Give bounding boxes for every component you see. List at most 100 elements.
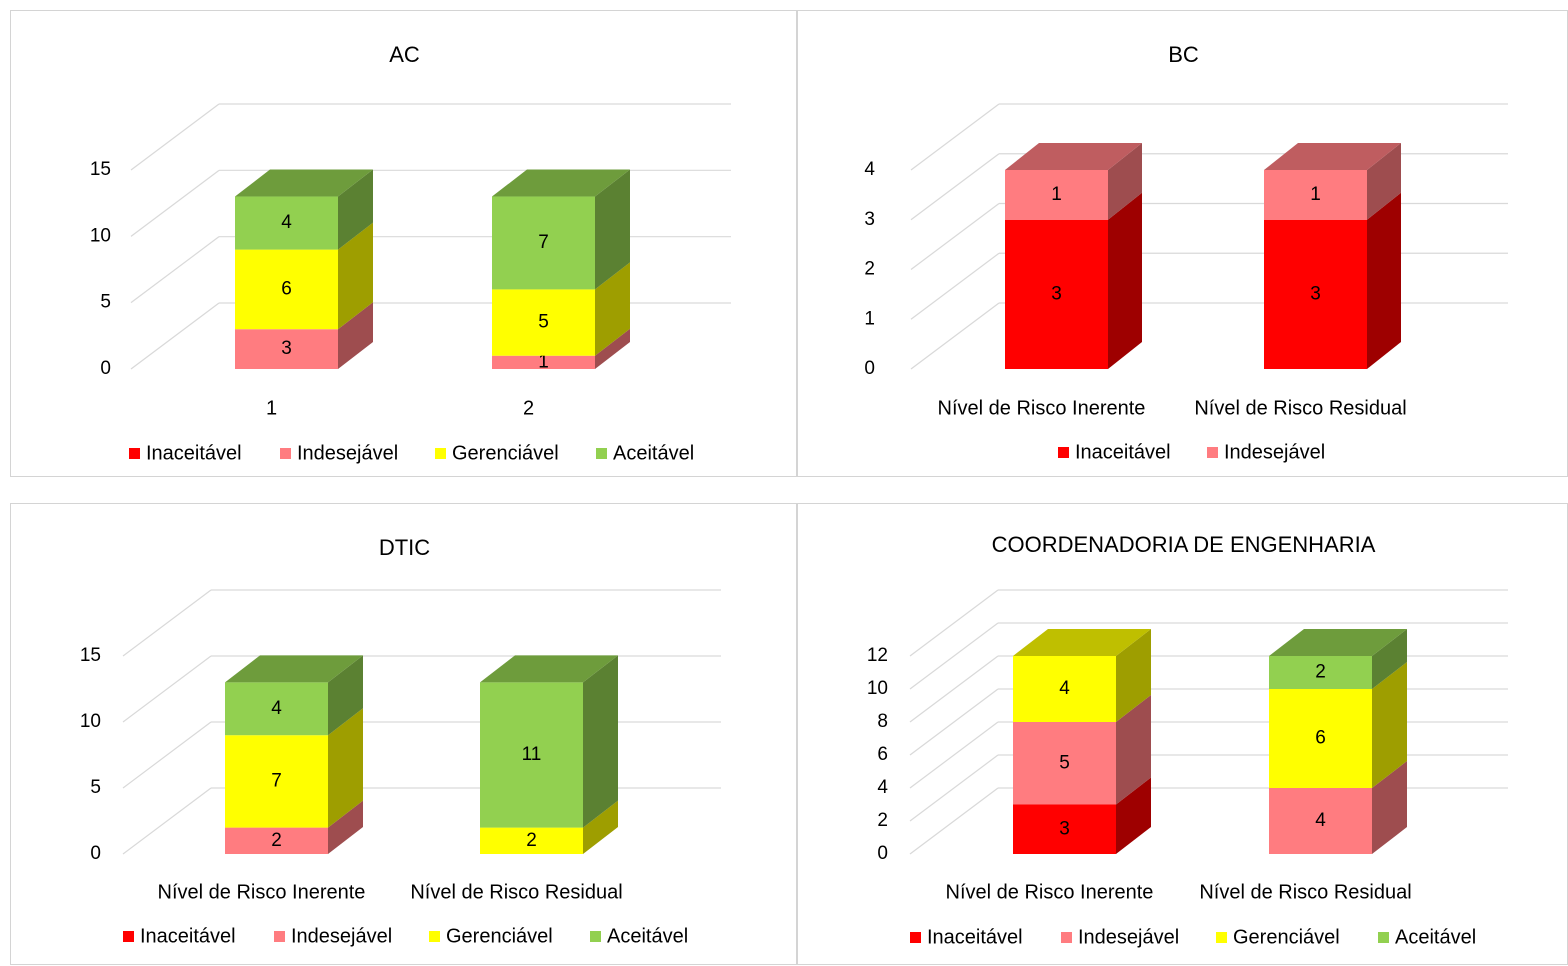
legend-label: Gerenciável <box>1233 926 1340 948</box>
bar-segment <box>480 827 583 854</box>
legend-item: Indesejável <box>1061 926 1179 948</box>
y-tick-label: 10 <box>90 225 111 246</box>
y-tick-label: 1 <box>864 308 875 329</box>
bar-segment-side <box>1108 143 1142 220</box>
legend-item: Gerenciável <box>429 925 553 947</box>
legend-swatch <box>123 931 134 942</box>
legend-swatch <box>274 931 285 942</box>
bar-stack: 1 5 7 <box>492 169 630 372</box>
legend-swatch <box>596 448 607 459</box>
legend-swatch <box>129 448 140 459</box>
data-label: 6 <box>1315 728 1326 749</box>
chart-panel-engenharia: COORDENADORIA DE ENGENHARIA 0 2 4 6 8 10 12 3 5 4 N… <box>797 503 1568 965</box>
x-tick-label: Nível de Risco Inerente <box>938 397 1146 419</box>
data-label: 4 <box>1315 810 1326 831</box>
legend-item: Aceitável <box>1378 926 1476 948</box>
gridline-side <box>122 721 212 789</box>
x-tick-label: Nível de Risco Residual <box>1199 881 1411 903</box>
gridline-side <box>909 787 999 855</box>
gridline-side <box>910 252 1000 320</box>
y-tick-label: 2 <box>864 259 875 280</box>
data-label: 7 <box>271 770 282 791</box>
data-label: 1 <box>1310 184 1321 205</box>
bar-segment <box>225 827 328 854</box>
data-label: 1 <box>538 351 549 372</box>
chart-svg: DTIC 0 5 10 15 2 7 4 Nível de Risco Inerente 2 11 N… <box>80 535 721 947</box>
legend-item: Aceitável <box>596 442 694 464</box>
legend-item: Inaceitável <box>910 926 1023 948</box>
data-label: 3 <box>1310 283 1321 304</box>
gridlines <box>130 103 731 370</box>
bar-segment <box>1269 656 1372 689</box>
legend-swatch <box>1378 932 1389 943</box>
legend-item: Inaceitável <box>1058 441 1171 463</box>
gridline-side <box>909 721 999 789</box>
legend-swatch <box>429 931 440 942</box>
bar-stack: 2 11 <box>480 655 618 854</box>
legend-label: Aceitável <box>1395 926 1476 948</box>
legend: Inaceitável Indesejável Gerenciável Aceitáv… <box>129 442 694 464</box>
legend-item: Indesejável <box>280 442 398 464</box>
data-label: 5 <box>1059 752 1070 773</box>
y-tick-label: 15 <box>80 645 101 666</box>
legend-swatch <box>1207 447 1218 458</box>
bar-segment-side <box>1108 192 1142 369</box>
legend-label: Inaceitável <box>146 442 242 464</box>
bar-segment <box>1269 788 1372 854</box>
legend-item: Gerenciável <box>435 442 559 464</box>
bar-segment <box>1013 656 1116 722</box>
data-label: 5 <box>538 312 549 333</box>
legend-item: Aceitável <box>590 925 688 947</box>
bar-stack: 31 <box>1264 143 1401 369</box>
legend-label: Inaceitável <box>927 926 1023 948</box>
data-label: 1 <box>1051 184 1062 205</box>
bar-segment <box>225 682 328 736</box>
y-tick-label: 4 <box>877 777 888 798</box>
legend-label: Inaceitável <box>1075 441 1171 463</box>
bar-segment-side <box>338 222 373 330</box>
y-tick-label: 15 <box>90 159 111 180</box>
data-label: 2 <box>271 830 282 851</box>
gridline-side <box>910 203 1000 270</box>
legend-label: Aceitável <box>607 925 688 947</box>
legend-label: Indesejável <box>291 925 392 947</box>
legend-label: Inaceitável <box>140 925 236 947</box>
bar-segment <box>1269 689 1372 788</box>
legend-swatch <box>1216 932 1227 943</box>
y-tick-label: 4 <box>864 159 875 180</box>
x-tick-label: Nível de Risco Residual <box>410 881 622 903</box>
data-label: 2 <box>526 830 537 851</box>
bar-segment-side <box>583 655 618 828</box>
gridlines <box>910 103 1508 370</box>
legend-swatch <box>1058 447 1069 458</box>
bar-segment-side <box>595 169 630 290</box>
legend-label: Indesejável <box>1224 441 1325 463</box>
gridline-side <box>130 302 220 370</box>
bar-segment <box>1005 170 1108 220</box>
bar-segment <box>235 249 338 330</box>
bar-segment <box>480 682 583 828</box>
bar-segment <box>492 196 595 290</box>
bar-segment-top <box>225 655 363 683</box>
gridline-side <box>910 302 1000 370</box>
legend: Inaceitável Indesejável Gerenciável Aceitáv… <box>910 926 1476 948</box>
bar-segment-top <box>1269 629 1407 656</box>
y-tick-label: 5 <box>90 777 101 798</box>
bar-segment <box>1264 170 1367 220</box>
data-label: 3 <box>281 338 292 359</box>
data-label: 4 <box>281 212 292 233</box>
bar-segment-top <box>1005 143 1142 170</box>
legend-label: Gerenciável <box>446 925 553 947</box>
data-label: 4 <box>1059 678 1070 699</box>
gridline-side <box>909 622 999 690</box>
y-tick-label: 0 <box>864 358 875 379</box>
gridline-side <box>910 153 1000 221</box>
y-tick-label: 0 <box>877 843 888 864</box>
x-tick-label: Nível de Risco Inerente <box>946 881 1154 903</box>
x-tick-label: Nível de Risco Residual <box>1194 397 1406 419</box>
gridline-side <box>130 103 220 171</box>
gridlines <box>909 589 1508 855</box>
x-tick-label: 2 <box>523 397 534 419</box>
bar-segment-side <box>1372 662 1407 788</box>
